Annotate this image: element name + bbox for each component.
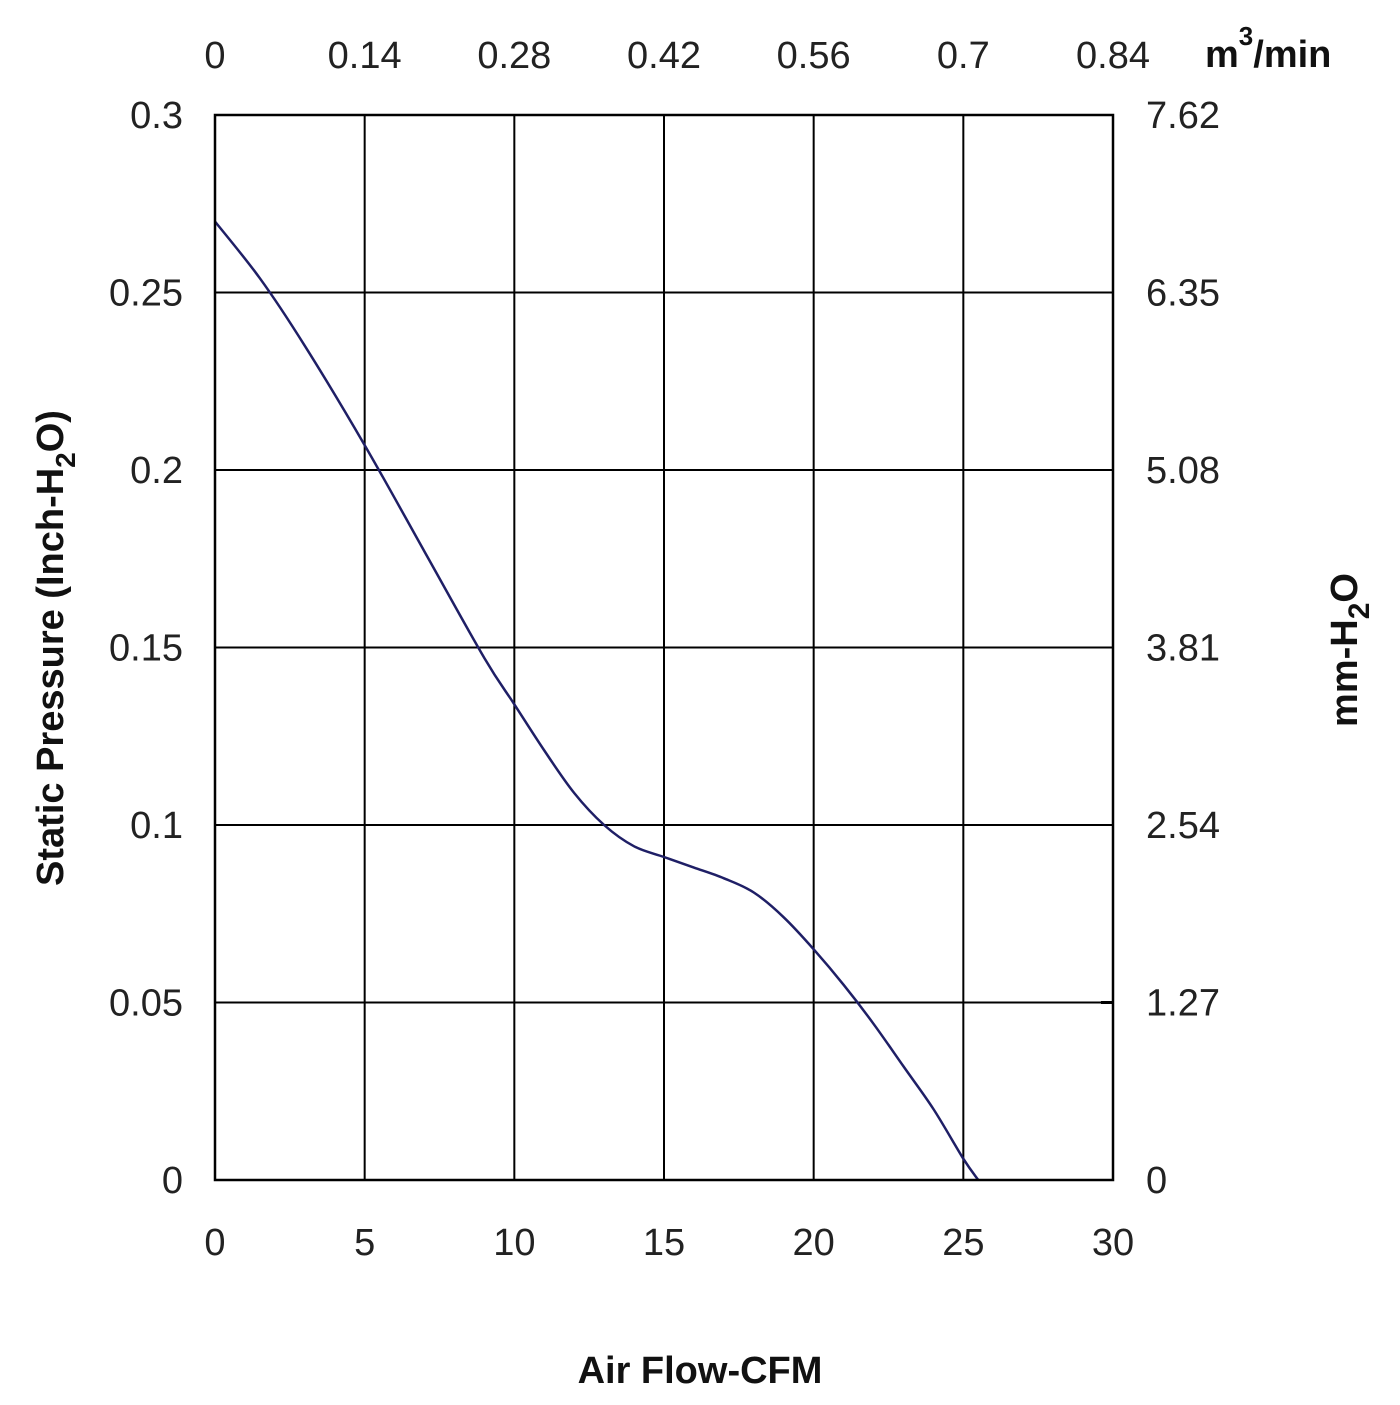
x-tick-label: 20	[793, 1222, 835, 1264]
x-axis-title: Air Flow-CFM	[578, 1350, 823, 1392]
y2-tick-label: 3.81	[1146, 628, 1220, 670]
x-tick-label: 5	[354, 1222, 375, 1264]
x-tick-label: 10	[493, 1222, 535, 1264]
x2-tick-label: 0	[204, 35, 225, 77]
y-tick-label: 0.1	[130, 805, 183, 847]
y2-tick-label: 2.54	[1146, 805, 1220, 847]
x2-tick-label: 0.28	[477, 35, 551, 77]
y2-tick-label: 7.62	[1146, 95, 1220, 137]
y-tick-label: 0.2	[130, 450, 183, 492]
x2-tick-label: 0.14	[328, 35, 402, 77]
x-tick-label: 0	[204, 1222, 225, 1264]
x-tick-label: 30	[1092, 1222, 1134, 1264]
y2-tick-label: 6.35	[1146, 273, 1220, 315]
y-tick-label: 0.25	[109, 273, 183, 315]
x-tick-label: 25	[942, 1222, 984, 1264]
y2-tick-label: 0	[1146, 1160, 1167, 1202]
x2-axis-title: m3/min	[1205, 21, 1331, 76]
tick-labels: 0 5 10 15 20 25 30 0 0.14 0.28 0.42 0.56 0.7 0.84 0 0.0…	[109, 35, 1220, 1264]
x2-tick-label: 0.56	[777, 35, 851, 77]
grid-lines	[215, 115, 1113, 1180]
y2-tick-label: 1.27	[1146, 983, 1220, 1025]
plot-frame	[213, 113, 1115, 1182]
series-line	[214, 220, 980, 1181]
x-tick-label: 15	[643, 1222, 685, 1264]
x2-tick-label: 0.42	[627, 35, 701, 77]
x2-tick-label: 0.84	[1076, 35, 1150, 77]
y-tick-label: 0.15	[109, 628, 183, 670]
y-axis-title: Static Pressure (Inch-H2O)	[30, 410, 81, 886]
y2-tick-label: 5.08	[1146, 450, 1220, 492]
x2-tick-label: 0.7	[937, 35, 990, 77]
y-tick-label: 0.05	[109, 983, 183, 1025]
y-tick-label: 0	[162, 1160, 183, 1202]
y-tick-label: 0.3	[130, 95, 183, 137]
y2-axis-title: mm-H2O	[1324, 573, 1376, 727]
